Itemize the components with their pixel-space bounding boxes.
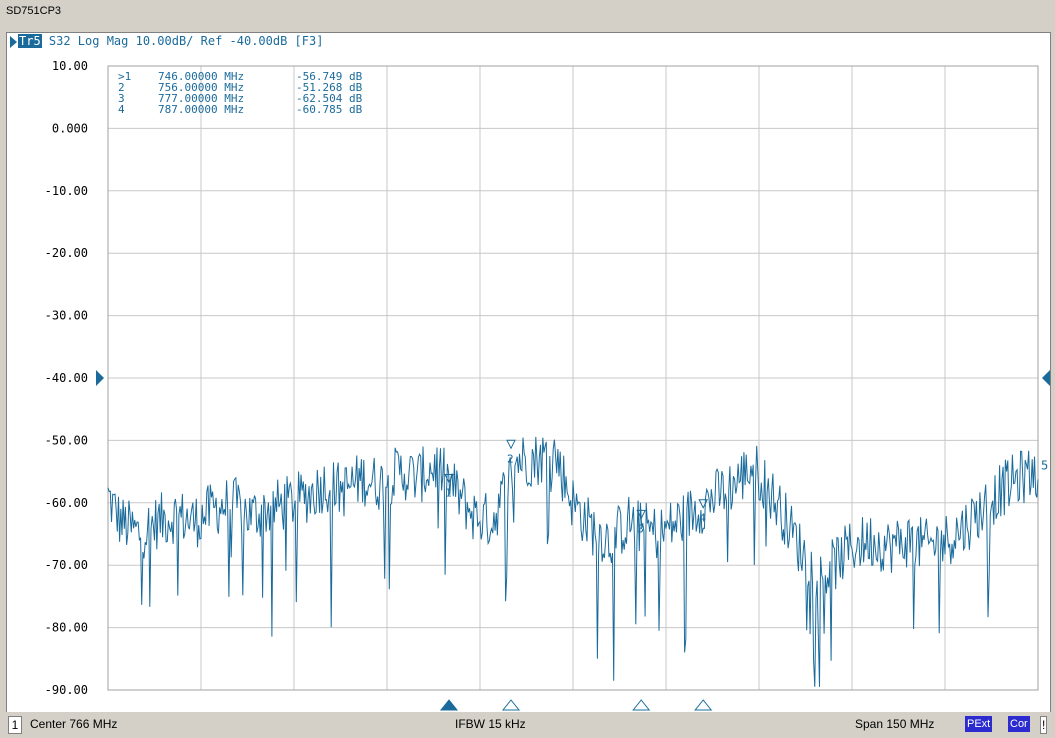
trace-5-line bbox=[107, 436, 1039, 687]
channel-number[interactable]: 1 bbox=[8, 716, 22, 734]
y-tick-label: -40.00 bbox=[45, 371, 88, 385]
marker-number: 4 bbox=[699, 512, 706, 525]
correction-badge[interactable]: Cor bbox=[1008, 716, 1030, 732]
marker-readout-value: -62.504 dB bbox=[296, 92, 363, 105]
marker-readout-value: -56.749 dB bbox=[296, 70, 363, 83]
marker-readout-frequency: 756.00000 MHz bbox=[158, 81, 244, 94]
y-tick-label: 0.000 bbox=[52, 121, 88, 135]
trace-tag[interactable]: Tr5 bbox=[18, 34, 42, 48]
marker-readout-id: 2 bbox=[118, 81, 125, 94]
trace-settings[interactable]: S32 Log Mag 10.00dB/ Ref -40.00dB [F3] bbox=[41, 34, 324, 48]
y-tick-label: -50.00 bbox=[45, 433, 88, 447]
trace-header[interactable]: Tr5 S32 Log Mag 10.00dB/ Ref -40.00dB [F… bbox=[10, 32, 323, 50]
y-tick-label: -60.00 bbox=[45, 496, 88, 510]
marker-readout-value: -60.785 dB bbox=[296, 103, 363, 116]
marker-stimulus-indicator-icon bbox=[632, 699, 651, 711]
plot-border bbox=[107, 65, 1039, 691]
marker-readout-id: >1 bbox=[118, 70, 131, 83]
ref-level-right-arrow-icon bbox=[1042, 370, 1050, 386]
marker-number: 2 bbox=[507, 452, 514, 465]
y-tick-label: -10.00 bbox=[45, 184, 88, 198]
span[interactable]: Span 150 MHz bbox=[855, 717, 935, 731]
warning-flag[interactable]: ! bbox=[1040, 716, 1048, 734]
window-title: SD751CP3 bbox=[6, 5, 62, 17]
marker-readout-frequency: 777.00000 MHz bbox=[158, 92, 244, 105]
y-tick-label: -20.00 bbox=[45, 246, 88, 260]
marker-readout-value: -51.268 dB bbox=[296, 81, 363, 94]
marker-triangle-icon bbox=[636, 509, 647, 520]
active-trace-arrow-icon bbox=[10, 35, 17, 48]
status-bar: 1 Center 766 MHz IFBW 15 kHz Span 150 MH… bbox=[0, 712, 1055, 736]
y-tick-label: -70.00 bbox=[45, 558, 88, 572]
marker-triangle-icon bbox=[444, 474, 454, 484]
marker-triangle-icon bbox=[506, 439, 516, 450]
marker-readout-id: 4 bbox=[118, 103, 125, 116]
marker-readout-frequency: 746.00000 MHz bbox=[158, 70, 244, 83]
y-tick-label: -90.00 bbox=[45, 683, 88, 697]
port-extension-badge[interactable]: PExt bbox=[965, 716, 993, 732]
y-tick-label: -80.00 bbox=[45, 621, 88, 635]
if-bandwidth[interactable]: IFBW 15 kHz bbox=[455, 717, 526, 731]
marker-stimulus-indicator-icon bbox=[694, 699, 713, 711]
marker-stimulus-indicator-icon bbox=[439, 699, 459, 711]
marker-readout-id: 3 bbox=[118, 92, 125, 105]
y-tick-label: 10.00 bbox=[52, 59, 88, 73]
marker-triangle-icon bbox=[698, 499, 709, 509]
trace-label: 5 bbox=[1041, 459, 1048, 473]
marker-stimulus-indicator-icon bbox=[501, 699, 521, 711]
center-frequency[interactable]: Center 766 MHz bbox=[30, 717, 118, 731]
plot-area[interactable] bbox=[6, 32, 1051, 713]
chart: 10.00 0.000 -10.00 -20.00 -30.00 -40.00 -50.00… bbox=[45, 59, 1050, 711]
marker-readout-frequency: 787.00000 MHz bbox=[158, 103, 244, 116]
ref-level-left-arrow-icon bbox=[96, 370, 104, 386]
y-tick-label: -30.00 bbox=[45, 309, 88, 323]
marker-number: 3 bbox=[637, 522, 644, 535]
marker-number: 1 bbox=[445, 487, 452, 500]
